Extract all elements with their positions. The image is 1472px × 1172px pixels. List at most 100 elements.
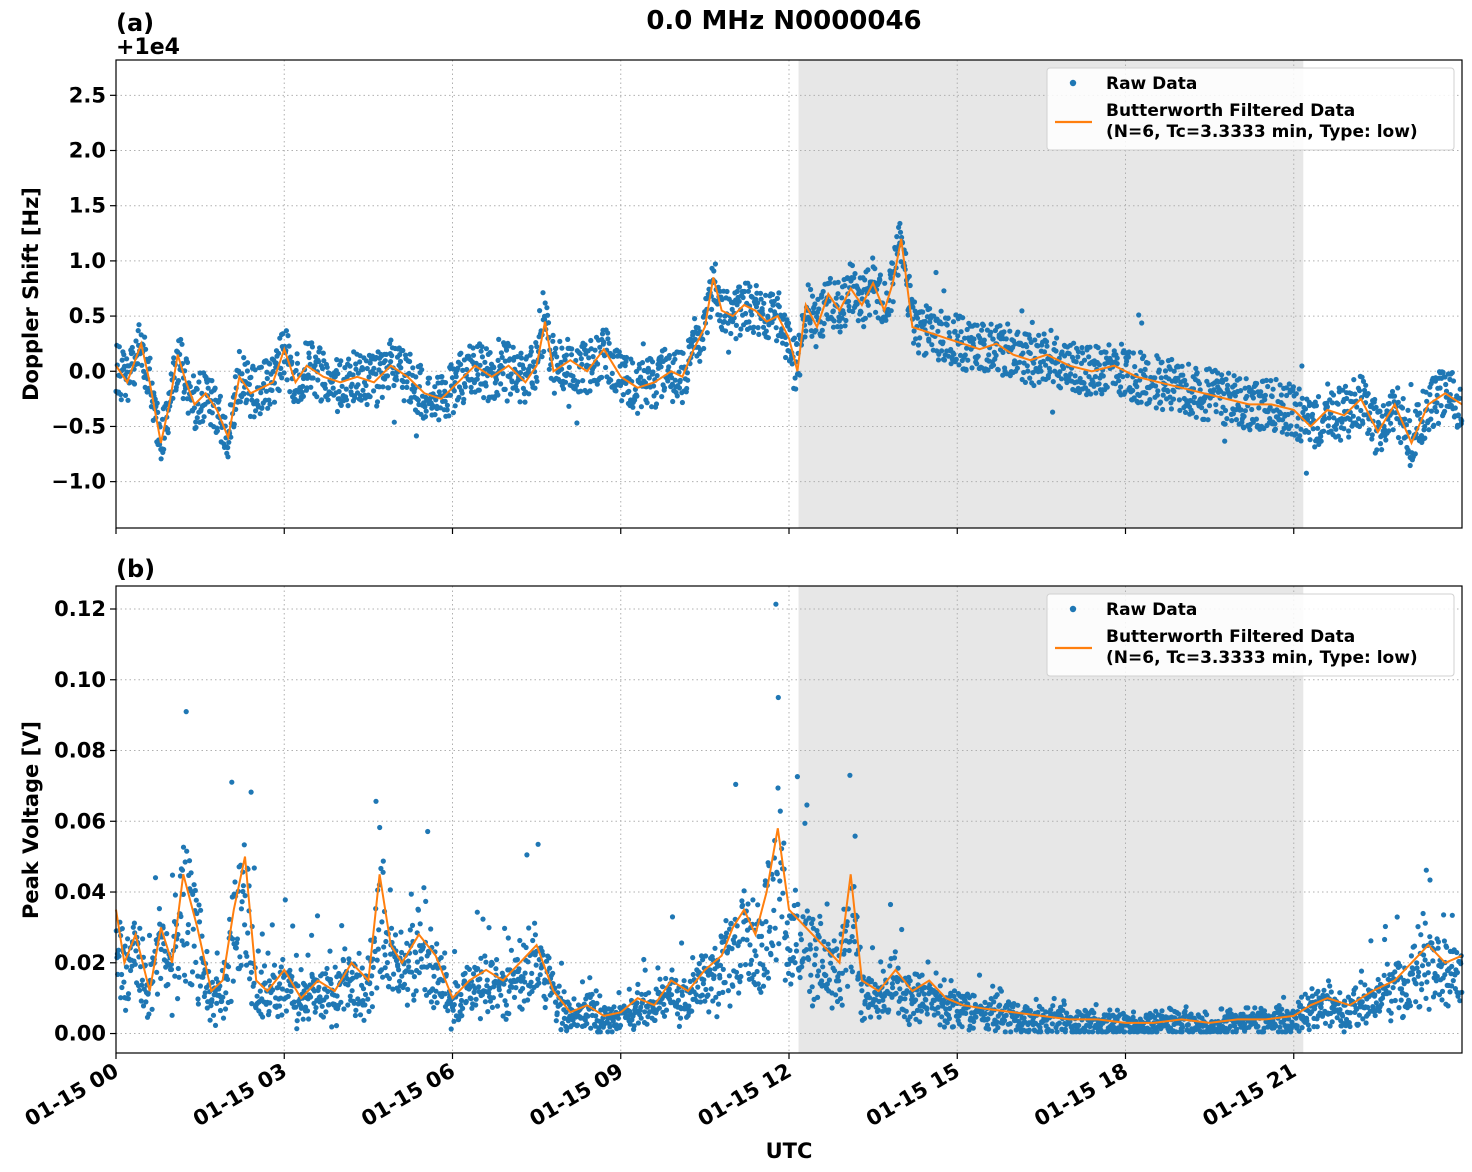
raw-data-point <box>868 977 875 984</box>
raw-data-point <box>1358 407 1364 414</box>
raw-data-point <box>470 345 476 351</box>
panel-a-legend-filtered-label-2: (N=6, Tc=3.3333 min, Type: low) <box>1106 122 1418 142</box>
raw-data-point <box>915 342 922 348</box>
raw-data-point <box>1213 402 1219 408</box>
raw-data-point <box>363 358 369 364</box>
raw-data-point <box>1026 1027 1032 1033</box>
raw-data-point <box>767 924 773 930</box>
raw-data-point <box>765 335 772 341</box>
raw-data-point <box>269 922 275 928</box>
raw-data-point <box>736 990 742 996</box>
raw-data-point <box>1398 439 1404 446</box>
raw-data-point <box>285 993 291 1000</box>
raw-data-point <box>474 376 480 382</box>
raw-data-point <box>212 385 218 391</box>
raw-data-point <box>797 974 803 981</box>
raw-data-point <box>425 828 431 835</box>
raw-data-point <box>428 999 434 1005</box>
raw-data-point <box>1022 379 1028 385</box>
raw-data-point <box>917 1019 923 1025</box>
raw-data-point <box>962 335 968 341</box>
raw-data-point <box>808 286 814 293</box>
raw-data-point <box>278 964 284 970</box>
raw-data-point <box>760 983 767 989</box>
panel-b-label: (b) <box>116 555 155 583</box>
raw-data-point <box>209 378 215 384</box>
raw-data-point <box>809 1003 816 1009</box>
raw-data-point <box>568 352 575 358</box>
raw-data-point <box>204 948 210 955</box>
raw-data-point <box>746 319 752 325</box>
raw-data-point <box>725 988 732 994</box>
raw-data-point <box>360 366 366 372</box>
raw-data-point <box>217 393 223 399</box>
raw-data-point <box>1278 392 1284 398</box>
raw-data-point <box>741 888 747 894</box>
raw-data-point <box>439 374 445 380</box>
raw-data-point <box>755 981 761 987</box>
raw-data-point <box>165 430 171 436</box>
raw-data-point <box>730 983 736 989</box>
raw-data-point <box>953 356 959 362</box>
raw-data-point <box>1043 339 1050 345</box>
panel-a-legend: Raw Data Butterworth Filtered Data (N=6,… <box>1046 67 1455 151</box>
raw-data-point <box>1412 451 1418 457</box>
raw-data-point <box>509 379 515 385</box>
raw-data-point <box>986 352 992 358</box>
raw-data-point <box>407 927 413 933</box>
raw-data-point <box>522 979 528 985</box>
raw-data-point <box>952 328 958 334</box>
raw-data-point <box>672 377 678 383</box>
raw-data-point <box>1075 354 1081 360</box>
raw-data-point <box>826 298 832 304</box>
raw-data-point <box>1265 383 1271 390</box>
raw-data-point <box>638 1015 644 1021</box>
y-tick-label: 1.5 <box>69 194 106 218</box>
raw-data-point <box>1165 388 1171 394</box>
raw-data-point <box>635 410 641 416</box>
raw-data-point <box>392 932 399 938</box>
raw-data-point <box>401 398 407 404</box>
raw-data-point <box>296 1011 302 1017</box>
raw-data-point <box>570 373 576 379</box>
raw-data-point <box>1268 378 1274 384</box>
raw-data-point <box>838 324 844 330</box>
raw-data-point <box>312 1009 318 1015</box>
raw-data-point <box>924 1011 930 1017</box>
raw-data-point <box>888 308 894 314</box>
raw-data-point <box>1245 1005 1251 1011</box>
raw-data-point <box>1180 372 1186 378</box>
raw-data-point <box>269 387 275 393</box>
raw-data-point <box>1399 405 1406 411</box>
raw-data-point <box>523 944 529 951</box>
raw-data-point <box>448 362 454 368</box>
raw-data-point <box>418 956 424 962</box>
panel-a-legend-filtered-label-1: Butterworth Filtered Data <box>1106 101 1355 121</box>
raw-data-point <box>787 327 793 333</box>
raw-data-point <box>813 344 819 350</box>
raw-data-point <box>897 986 903 992</box>
raw-data-point <box>407 351 413 357</box>
raw-data-point <box>868 1014 874 1020</box>
raw-data-point <box>310 375 316 381</box>
raw-data-point <box>468 389 475 395</box>
raw-data-point <box>323 1009 329 1015</box>
raw-data-point <box>522 970 528 976</box>
raw-data-point <box>1346 428 1352 434</box>
raw-data-point <box>329 1024 335 1030</box>
raw-data-point <box>1044 343 1050 349</box>
raw-data-point <box>266 978 272 984</box>
raw-data-point <box>514 354 521 360</box>
raw-data-point <box>1176 397 1182 403</box>
raw-data-point <box>988 329 994 335</box>
raw-data-point <box>265 950 271 956</box>
raw-data-point <box>1363 382 1369 388</box>
raw-data-point <box>462 970 468 976</box>
raw-data-point <box>883 317 889 323</box>
raw-data-point <box>946 1015 953 1022</box>
raw-data-point <box>779 914 785 920</box>
raw-data-point <box>1155 356 1161 362</box>
raw-data-point <box>733 336 739 342</box>
raw-data-point <box>770 291 776 298</box>
raw-data-point <box>1306 1027 1312 1033</box>
